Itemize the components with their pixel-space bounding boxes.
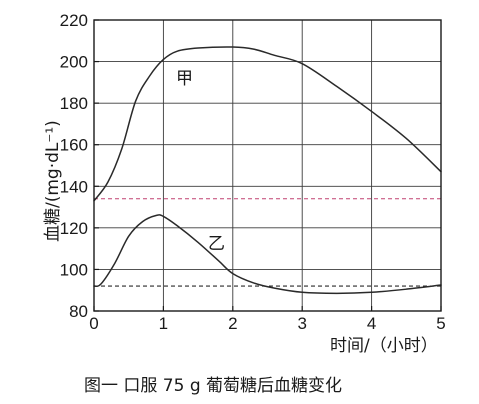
series-line-0 bbox=[93, 46, 442, 202]
grid-layer bbox=[94, 20, 441, 311]
x-tick-label-3: 3 bbox=[297, 314, 306, 333]
y-tick-label-180: 180 bbox=[60, 94, 88, 113]
series-label-jia: 甲 bbox=[176, 69, 193, 89]
y-tick-label-140: 140 bbox=[60, 177, 88, 196]
axis-layer bbox=[93, 19, 442, 312]
tick-labels: 80 100 120 140 160 180 200 220 0 1 2 3 4 5 bbox=[60, 11, 446, 333]
y-tick-label-120: 120 bbox=[60, 219, 88, 238]
reference-lines bbox=[94, 198, 441, 287]
y-tick-label-100: 100 bbox=[60, 260, 88, 279]
series-line-1 bbox=[93, 214, 442, 295]
x-tick-label-4: 4 bbox=[367, 314, 376, 333]
x-tick-label-5: 5 bbox=[436, 314, 445, 333]
y-axis-label: 血糖/(mg·dL⁻¹) bbox=[43, 120, 63, 242]
y-tick-label-220: 220 bbox=[60, 11, 88, 30]
x-tick-label-2: 2 bbox=[228, 314, 237, 333]
y-tick-label-160: 160 bbox=[60, 136, 88, 155]
series-layer bbox=[93, 46, 442, 295]
chart-title: 图一 口服 75 g 葡萄糖后血糖变化 bbox=[84, 376, 342, 396]
plot-frame bbox=[93, 19, 442, 312]
y-tick-label-80: 80 bbox=[69, 302, 88, 321]
x-tick-label-0: 0 bbox=[89, 314, 98, 333]
x-axis-label: 时间/（小时） bbox=[330, 336, 438, 356]
y-tick-label-200: 200 bbox=[60, 53, 88, 72]
x-tick-label-1: 1 bbox=[159, 314, 168, 333]
series-label-yi: 乙 bbox=[208, 234, 225, 254]
